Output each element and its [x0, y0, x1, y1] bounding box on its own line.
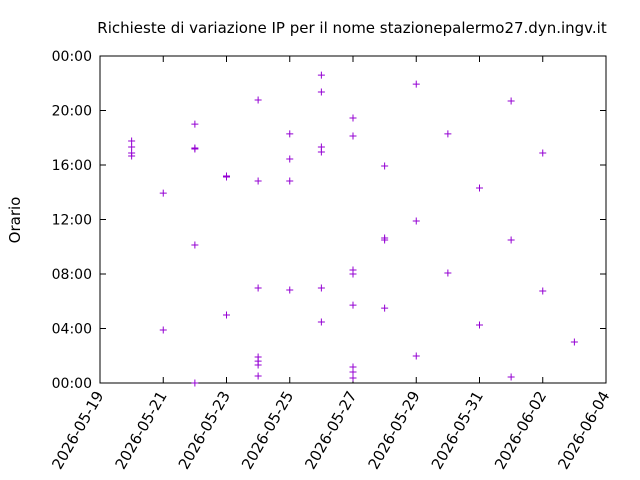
point	[444, 269, 452, 277]
point	[570, 338, 578, 346]
point	[254, 96, 262, 104]
y-tick-label: 20:00	[52, 104, 92, 120]
point	[191, 145, 199, 153]
y-tick-label: 16:00	[52, 158, 92, 174]
point	[349, 301, 357, 309]
point	[191, 241, 199, 249]
point	[507, 236, 515, 244]
point	[349, 368, 357, 376]
point	[317, 284, 325, 292]
point	[317, 71, 325, 79]
point	[128, 143, 136, 151]
point	[381, 236, 389, 244]
point	[507, 97, 515, 105]
point	[254, 372, 262, 380]
y-axis-label: Orario	[6, 197, 24, 244]
point	[412, 80, 420, 88]
point	[539, 287, 547, 295]
point	[412, 217, 420, 225]
point	[317, 148, 325, 156]
y-tick-label: 12:00	[52, 213, 92, 229]
point	[507, 373, 515, 381]
point	[286, 286, 294, 294]
point	[349, 374, 357, 382]
point	[349, 114, 357, 122]
y-tick-label: 00:00	[52, 376, 92, 392]
point	[539, 149, 547, 157]
point	[381, 304, 389, 312]
point	[254, 177, 262, 185]
point	[159, 326, 167, 334]
point	[128, 137, 136, 145]
chart-title: Richieste di variazione IP per il nome s…	[97, 19, 607, 37]
point	[444, 130, 452, 138]
point	[286, 130, 294, 138]
point	[317, 318, 325, 326]
point	[223, 173, 230, 181]
point	[254, 361, 262, 369]
point	[191, 120, 199, 128]
point	[159, 189, 167, 197]
y-tick-label: 04:00	[52, 322, 92, 338]
point	[476, 184, 483, 192]
point	[476, 321, 483, 329]
y-tick-label: 08:00	[52, 267, 92, 283]
point	[128, 152, 136, 160]
point	[381, 162, 389, 170]
point	[286, 155, 294, 163]
point	[349, 270, 357, 278]
point	[349, 132, 357, 140]
point	[317, 88, 325, 96]
point	[412, 352, 420, 360]
point	[223, 311, 230, 319]
y-tick-label: 00:00	[52, 49, 92, 65]
point	[286, 177, 294, 185]
point	[191, 379, 199, 387]
point	[254, 284, 262, 292]
